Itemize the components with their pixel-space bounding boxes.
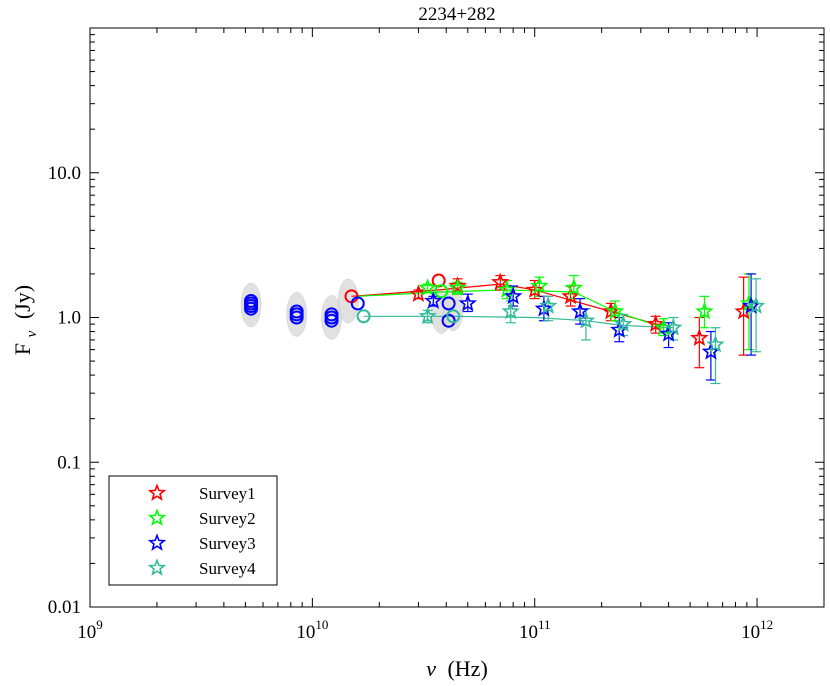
survey1-star-point [690, 328, 709, 347]
y-axis-label-symbol: F [10, 343, 35, 355]
survey4-circle-point [446, 309, 461, 324]
survey4-star-point [706, 334, 725, 353]
survey4-line [363, 315, 674, 329]
legend-label-survey2: Survey2 [199, 509, 256, 528]
survey1-star-point [561, 286, 580, 305]
legend-star-survey3 [147, 533, 167, 551]
legend: Survey1 Survey2 Survey3 Survey4 [108, 475, 278, 586]
survey4-star-point [746, 296, 766, 314]
x-tick-label: 109 [77, 617, 103, 643]
survey3-circle-point [350, 296, 365, 311]
survey3-circle-point [244, 294, 259, 309]
survey2-star-point [605, 301, 625, 320]
x-tick-label-base: 10 [77, 622, 96, 643]
survey4-star-point [418, 306, 437, 325]
survey4-star-point [538, 296, 558, 314]
y-axis-label-unit: (Jy) [10, 285, 35, 319]
survey2-circle-point [434, 284, 449, 299]
survey3-star-point [424, 291, 443, 309]
survey1-star-point [646, 314, 665, 333]
survey2-star-point [418, 278, 437, 296]
x-axis-label-unit: (Hz) [447, 656, 487, 681]
legend-star-survey2 [147, 508, 167, 526]
survey1-star-point [448, 276, 467, 294]
gray-uncertainty-layer [240, 278, 464, 340]
survey4-star-point [501, 301, 520, 320]
survey4-star-point [613, 314, 633, 333]
x-axis-label: ν (Hz) [426, 656, 488, 681]
y-tick-label: 0.1 [57, 452, 81, 473]
survey3-circle-point [441, 296, 456, 311]
legend-star-survey1 [147, 483, 167, 501]
chart-title: 2234+282 [418, 4, 495, 25]
legend-label-survey3: Survey3 [199, 534, 256, 553]
survey2-star-point [564, 278, 584, 296]
gray-uncertainty-region [240, 282, 262, 328]
survey4-star-point [576, 310, 596, 329]
x-tick-label: 1011 [519, 617, 551, 643]
survey3-star-point [570, 301, 590, 320]
survey1-star-point [734, 301, 753, 320]
y-axis-label: F ν (Jy) [10, 285, 41, 355]
y-axis-label-subscript: ν [24, 330, 40, 337]
survey1-star-point [491, 272, 510, 291]
survey3-star-point [701, 342, 721, 360]
x-tick-label-base: 10 [296, 622, 315, 643]
survey2-star-point [497, 280, 517, 298]
markers-layer [244, 272, 766, 360]
x-tick-label-exponent: 10 [315, 617, 328, 632]
survey2-star-point [695, 301, 714, 320]
y-tick-label: 10.0 [48, 163, 81, 184]
legend-label-survey1: Survey1 [199, 484, 256, 503]
error-bars-layer [413, 273, 762, 385]
x-tick-label-base: 10 [741, 622, 760, 643]
x-tick-label: 1012 [741, 617, 773, 643]
ticks-layer [89, 27, 825, 608]
x-axis-label-symbol: ν [426, 656, 436, 681]
survey3-circle-point [289, 304, 304, 319]
x-tick-label-exponent: 12 [760, 617, 773, 632]
y-tick-label: 1.0 [57, 308, 81, 329]
svg-text:F ν (Jy): F ν (Jy) [10, 285, 41, 355]
x-tick-label: 1010 [296, 617, 328, 643]
x-tick-label-exponent: 9 [96, 617, 103, 632]
survey3-star-point [458, 293, 478, 312]
survey3-circle-point [324, 307, 339, 322]
x-tick-label-exponent: 11 [538, 617, 551, 632]
legend-box [108, 475, 278, 586]
gray-uncertainty-region [286, 292, 307, 337]
survey4-star-point [664, 317, 683, 336]
survey3-star-point [741, 296, 761, 314]
survey2-star-point [530, 276, 549, 294]
survey3-circle-point [441, 313, 456, 328]
survey3-star-point [503, 286, 523, 305]
legend-label-survey4: Survey4 [199, 559, 256, 578]
survey2-star-point [448, 278, 467, 296]
legend-star-survey4 [147, 558, 167, 576]
survey4-circle-point [356, 309, 371, 324]
y-tick-label: 0.01 [48, 597, 81, 618]
x-tick-label-base: 10 [519, 622, 538, 643]
